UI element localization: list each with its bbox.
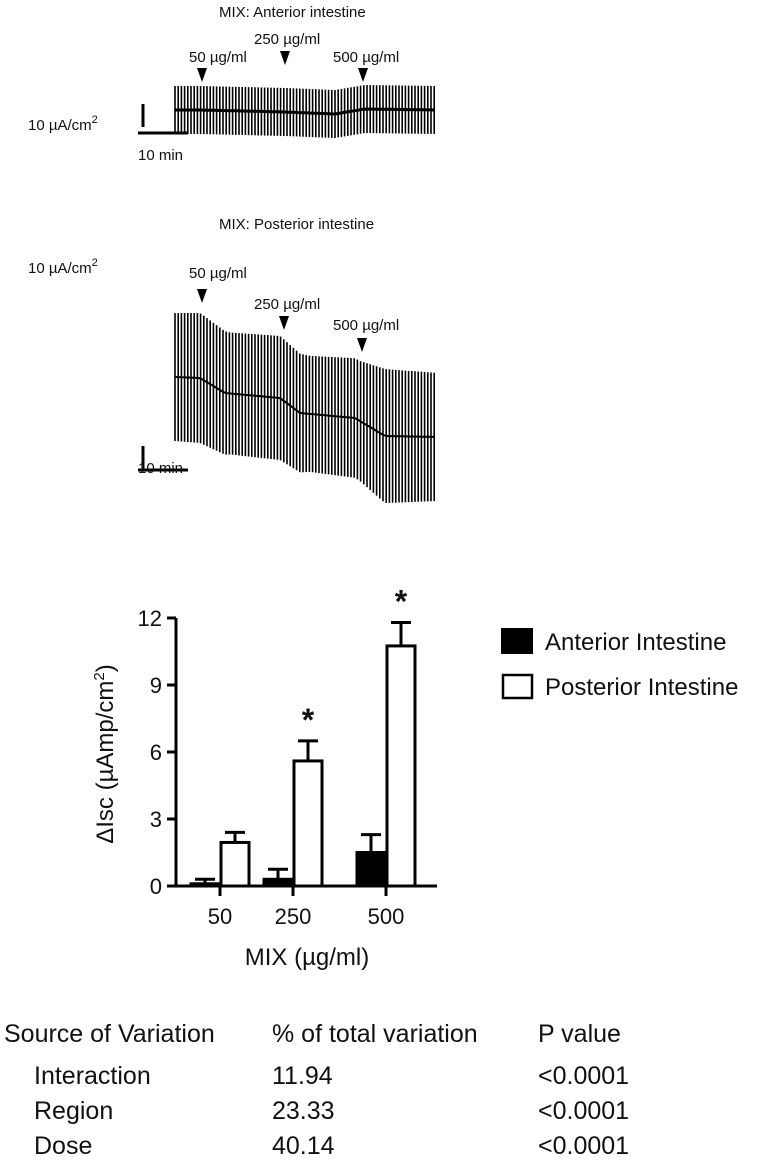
x-axis-label: MIX (µg/ml): [245, 944, 370, 971]
trace-title-posterior: MIX: Posterior intestine: [219, 216, 374, 233]
scale-time-label-anterior: 10 min: [138, 147, 183, 164]
bar-series: **: [189, 583, 417, 888]
bar-posterior-50: [219, 840, 251, 888]
y-axis-label: ΔIsc (µAmp/cm2): [91, 664, 119, 844]
anova-cell-pvalue: <0.0001: [538, 1062, 630, 1090]
dose-label-500: 500 µg/ml: [333, 317, 399, 334]
trace-panel-posterior: MIX: Posterior intestine 50 µg/ml 250 µg…: [28, 216, 436, 503]
anova-header-source: Source of Variation: [4, 1020, 215, 1048]
anova-cell-percent: 11.94: [272, 1062, 333, 1090]
bar-anterior-50: [189, 882, 221, 888]
trace-panel-anterior: MIX: Anterior intestine 50 µg/ml 250 µg/…: [28, 4, 436, 164]
dose-label-250: 250 µg/ml: [254, 31, 320, 48]
anova-cell-source: Dose: [34, 1132, 93, 1160]
y-tick-label: 0: [150, 874, 162, 899]
scale-current-label-posterior: 10 µA/cm2: [28, 257, 98, 277]
anova-row-interaction: Interaction 11.94 <0.0001: [0, 1062, 780, 1100]
y-tick-label: 6: [150, 740, 162, 765]
scale-time-label-posterior: 10 min: [138, 460, 183, 477]
bar-anterior-500: [355, 851, 387, 888]
y-axis: 0 3 6 9 12: [138, 606, 178, 899]
y-tick-label: 9: [150, 673, 162, 698]
y-tick-label: 3: [150, 807, 162, 832]
trace-mean-line-posterior: [174, 376, 435, 438]
significance-marker: *: [395, 583, 408, 619]
legend-label-posterior: Posterior Intestine: [545, 674, 738, 701]
anova-header-row: Source of Variation % of total variation…: [0, 1020, 780, 1058]
legend-swatch-anterior: [501, 628, 533, 654]
dose-label-50: 50 µg/ml: [189, 49, 247, 66]
x-tick-label: 50: [208, 904, 232, 929]
anova-header-percent: % of total variation: [272, 1020, 478, 1048]
dose-label-50: 50 µg/ml: [189, 265, 247, 282]
anova-cell-source: Interaction: [34, 1062, 151, 1090]
bar-posterior-250: [292, 759, 324, 888]
bar-posterior-500: [385, 644, 417, 888]
anova-cell-pvalue: <0.0001: [538, 1097, 630, 1125]
bar-anterior-250: [262, 877, 294, 888]
dose-arrow-250-icon: [280, 51, 290, 65]
anova-cell-percent: 40.14: [272, 1132, 335, 1160]
anova-cell-percent: 23.33: [272, 1097, 335, 1125]
trace-title-anterior: MIX: Anterior intestine: [219, 4, 366, 21]
current-trace-posterior: [174, 313, 436, 503]
y-tick-label: 12: [138, 606, 162, 631]
anova-row-dose: Dose 40.14 <0.0001: [0, 1132, 780, 1170]
legend-label-anterior: Anterior Intestine: [545, 629, 726, 656]
x-tick-label: 250: [275, 904, 312, 929]
anova-header-pvalue: P value: [538, 1020, 621, 1048]
scale-current-label-anterior: 10 µA/cm2: [28, 114, 98, 134]
legend-swatch-posterior: [501, 673, 534, 700]
dose-label-500: 500 µg/ml: [333, 49, 399, 66]
dose-arrow-50-icon: [197, 289, 207, 303]
anova-cell-pvalue: <0.0001: [538, 1132, 630, 1160]
anova-row-region: Region 23.33 <0.0001: [0, 1097, 780, 1135]
dose-arrow-500-icon: [358, 68, 368, 82]
x-ticks: 50 250 500: [208, 886, 405, 929]
anova-table: Source of Variation % of total variation…: [0, 1020, 780, 1160]
dose-arrow-50-icon: [197, 68, 207, 82]
dose-label-250: 250 µg/ml: [254, 296, 320, 313]
x-tick-label: 500: [368, 904, 405, 929]
trace-mean-line-anterior: [175, 107, 435, 116]
anova-cell-source: Region: [34, 1097, 114, 1125]
dose-arrow-500-icon: [357, 338, 367, 352]
figure-canvas: MIX: Anterior intestine 50 µg/ml 250 µg/…: [28, 4, 738, 971]
significance-marker: *: [302, 702, 315, 738]
dose-arrow-250-icon: [279, 316, 289, 330]
legend: Anterior Intestine Posterior Intestine: [501, 628, 738, 701]
